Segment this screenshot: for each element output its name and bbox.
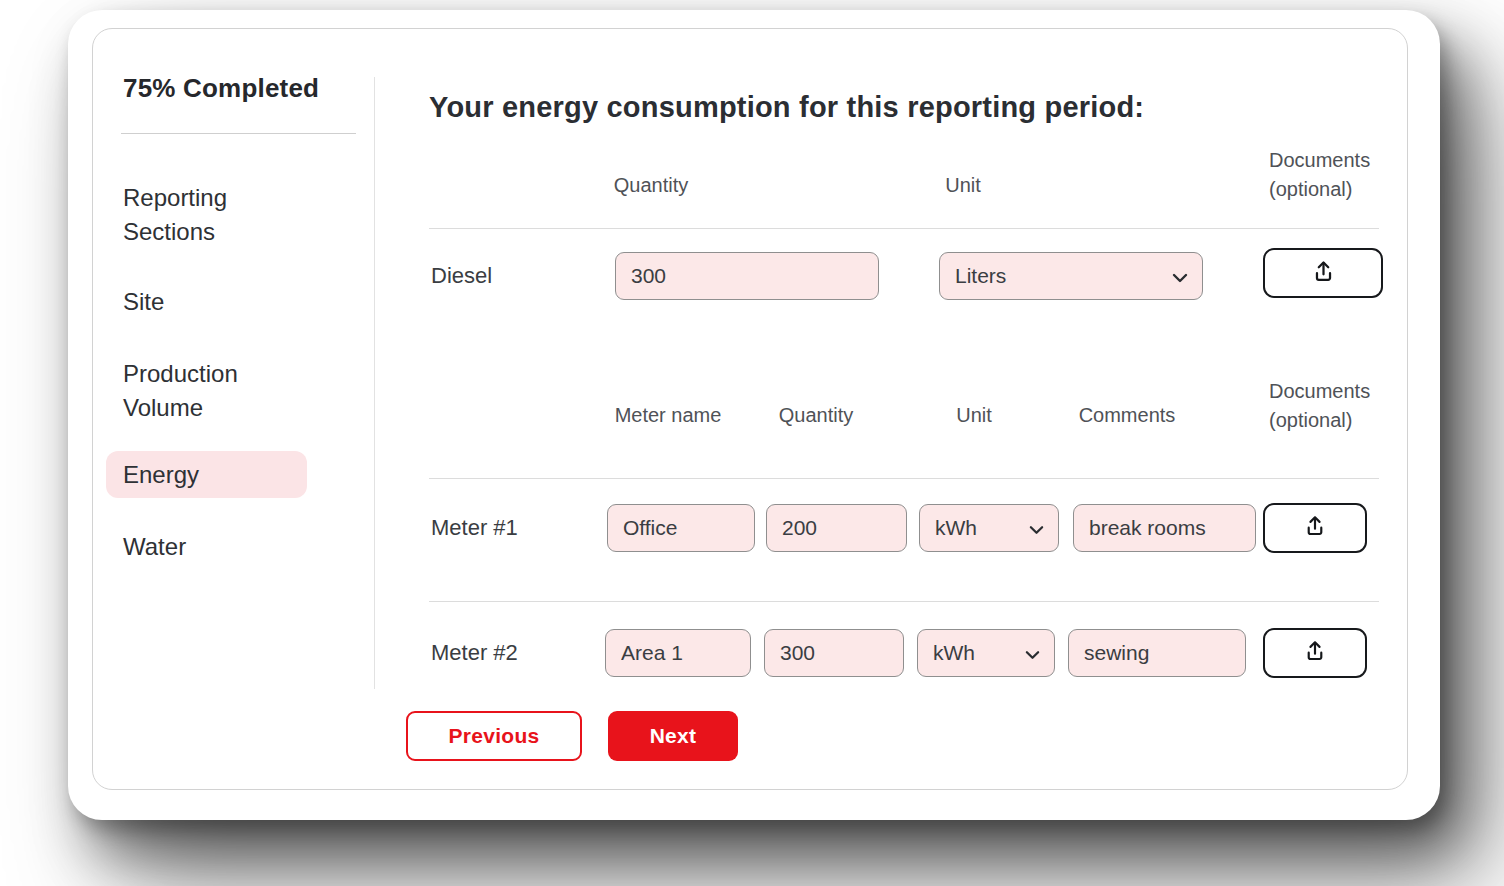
sidebar-divider [374, 77, 375, 689]
meter1-unit-select[interactable]: kWh [919, 504, 1059, 552]
meter1-quantity-input[interactable] [766, 504, 907, 552]
row-divider [429, 601, 1379, 602]
upload-icon [1302, 638, 1328, 668]
row-divider [429, 478, 1379, 479]
meter-header-documents: Documents (optional) [1269, 377, 1391, 435]
meter-header-name: Meter name [598, 404, 738, 427]
page-title: Your energy consumption for this reporti… [429, 91, 1144, 124]
upload-icon [1310, 258, 1337, 289]
fuel-header-documents: Documents (optional) [1269, 146, 1391, 204]
next-button[interactable]: Next [608, 711, 738, 761]
diesel-unit-select[interactable]: Liters [939, 252, 1203, 300]
chevron-down-icon [1029, 516, 1044, 540]
meter-header-quantity: Quantity [756, 404, 876, 427]
previous-button[interactable]: Previous [406, 711, 582, 761]
sidebar-item-production-volume[interactable]: Production Volume [123, 357, 308, 425]
fuel-header-quantity: Quantity [581, 174, 721, 197]
page-background: 75% Completed Reporting Sections Site Pr… [0, 0, 1504, 886]
meter-header-comments: Comments [1057, 404, 1197, 427]
report-card: 75% Completed Reporting Sections Site Pr… [68, 10, 1440, 820]
upload-icon [1302, 513, 1328, 543]
sidebar-item-energy-label: Energy [123, 451, 199, 498]
sidebar-item-site[interactable]: Site [123, 285, 308, 319]
chevron-down-icon [1172, 264, 1188, 288]
meter2-unit-value: kWh [933, 641, 975, 665]
meter2-upload-button[interactable] [1263, 628, 1367, 678]
meter-row-label-1: Meter #1 [431, 504, 518, 552]
meter1-comments-input[interactable] [1073, 504, 1256, 552]
meter1-name-input[interactable] [607, 504, 755, 552]
fuel-row-label-diesel: Diesel [431, 252, 492, 300]
report-card-inner: 75% Completed Reporting Sections Site Pr… [92, 28, 1408, 790]
meter2-comments-input[interactable] [1068, 629, 1246, 677]
progress-label: 75% Completed [123, 73, 319, 104]
progress-divider [121, 133, 356, 134]
sidebar-item-water[interactable]: Water [123, 530, 308, 564]
meter1-upload-button[interactable] [1263, 503, 1367, 553]
sidebar-item-energy[interactable]: Energy [106, 451, 307, 498]
meter-header-unit: Unit [934, 404, 1014, 427]
diesel-unit-value: Liters [955, 264, 1006, 288]
sidebar-item-reporting-sections[interactable]: Reporting Sections [123, 181, 308, 249]
chevron-down-icon [1025, 641, 1040, 665]
diesel-upload-button[interactable] [1263, 248, 1383, 298]
fuel-header-unit: Unit [913, 174, 1013, 197]
meter2-quantity-input[interactable] [764, 629, 904, 677]
meter-row-label-2: Meter #2 [431, 629, 518, 677]
meter2-unit-select[interactable]: kWh [917, 629, 1055, 677]
row-divider [429, 228, 1379, 229]
meter2-name-input[interactable] [605, 629, 751, 677]
diesel-quantity-input[interactable] [615, 252, 879, 300]
meter1-unit-value: kWh [935, 516, 977, 540]
